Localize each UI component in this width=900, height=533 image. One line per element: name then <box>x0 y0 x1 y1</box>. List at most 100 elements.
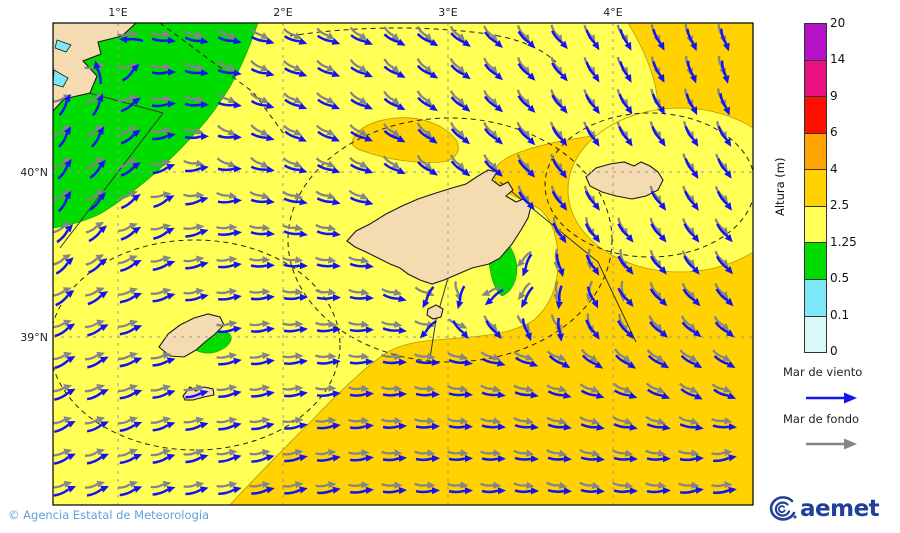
swell-arrow <box>516 121 531 139</box>
wind-arrow <box>551 62 568 82</box>
wind-arrow <box>152 132 176 141</box>
colorbar-title: Altura (m) <box>773 157 787 217</box>
wind-arrow <box>184 101 209 109</box>
wind-arrow <box>90 126 105 148</box>
wind-arrow <box>716 223 733 243</box>
wind-arrow <box>350 130 373 142</box>
wind-arrow <box>54 356 76 370</box>
swell-arrow <box>150 480 172 489</box>
swell-arrow <box>250 60 269 72</box>
wind-arrow <box>382 326 407 334</box>
swell-arrow <box>447 352 469 361</box>
swell-arrow <box>383 26 400 42</box>
wind-arrow <box>580 423 605 431</box>
swell-arrow <box>414 449 436 457</box>
swell-arrow <box>250 27 269 40</box>
wind-arrow <box>683 223 700 243</box>
wind-arrow <box>585 29 600 51</box>
wind-arrow <box>514 455 539 463</box>
wind-arrow <box>450 160 471 177</box>
swell-arrow <box>382 155 401 170</box>
wind-arrow <box>551 190 568 211</box>
wind-arrow <box>383 33 406 46</box>
wind-arrow <box>87 356 109 369</box>
wind-arrow <box>522 253 533 277</box>
swell-arrow <box>480 384 502 393</box>
wind-arrow <box>91 93 104 117</box>
swell-arrow <box>250 92 270 104</box>
wind-arrow <box>415 390 440 398</box>
swell-arrow <box>513 449 535 457</box>
wind-arrow <box>217 197 242 205</box>
wind-arrow <box>618 126 633 147</box>
wind-arrow <box>617 223 634 243</box>
wind-arrow <box>619 29 632 51</box>
swell-arrow <box>645 382 666 394</box>
wind-arrow <box>349 486 374 494</box>
wind-arrow <box>382 390 407 398</box>
swell-arrow <box>282 157 303 168</box>
map-layers <box>53 23 753 505</box>
swell-arrow <box>315 416 337 424</box>
wind-arrow <box>547 423 572 431</box>
swell-arrow <box>348 449 370 457</box>
swell-arrow <box>349 26 368 41</box>
wind-arrow <box>283 35 308 45</box>
swell-arrow <box>315 448 337 456</box>
wind-arrow <box>119 453 143 465</box>
wind-arrow <box>650 190 667 211</box>
swell-arrow <box>282 320 304 328</box>
swell-arrow <box>316 59 335 72</box>
wind-arrow <box>547 390 572 399</box>
swell-arrow <box>513 417 535 425</box>
swell-arrow <box>315 288 337 296</box>
wind-arrow <box>152 292 176 303</box>
wind-arrow <box>152 486 176 496</box>
swell-arrow <box>516 89 531 107</box>
colorbar-cell <box>805 133 826 171</box>
zone-ellipse-ibiza <box>53 239 341 451</box>
swell-arrow <box>117 94 139 102</box>
swell-arrow <box>84 319 105 329</box>
wind-arrow <box>217 293 242 301</box>
wind-arrow <box>448 487 473 495</box>
wind-arrow <box>551 30 568 50</box>
swell-arrow <box>447 481 469 489</box>
swell-arrow <box>315 124 336 136</box>
wind-arrow <box>514 391 539 399</box>
swell-arrow <box>117 384 139 393</box>
swell-arrow <box>711 417 733 425</box>
wind-arrow <box>317 130 340 142</box>
swell-arrow <box>282 448 304 456</box>
wind-arrow <box>53 453 76 465</box>
swell-arrow <box>249 256 271 264</box>
island-menorca <box>585 161 664 200</box>
wind-arrow <box>120 226 142 241</box>
colorbar-tick-label: 6 <box>830 125 838 140</box>
wind-arrow <box>251 454 275 463</box>
swell-arrow <box>216 352 238 360</box>
swell-arrow <box>150 30 172 38</box>
island-cabrera <box>426 304 444 320</box>
land-iberian-coast <box>53 23 137 112</box>
wind-arrow <box>712 423 737 431</box>
wind-arrow <box>682 288 701 307</box>
swell-arrow <box>678 449 700 457</box>
wind-arrow <box>719 93 730 116</box>
swell-arrow <box>678 382 699 393</box>
wind-arrow <box>89 192 106 211</box>
swell-arrow <box>381 384 403 392</box>
wind-arrow <box>217 325 242 334</box>
wind-arrow <box>120 162 141 177</box>
swell-arrow <box>249 481 271 489</box>
wind-arrow <box>218 422 242 431</box>
x-axis-tick-label: 3°E <box>438 6 457 19</box>
wind-arrow <box>613 455 638 463</box>
wind-arrow <box>484 160 503 177</box>
swell-arrow <box>645 415 666 425</box>
wind-arrow <box>250 261 275 269</box>
wind-arrow <box>383 65 406 78</box>
wind-arrow <box>217 133 242 141</box>
wind-arrow <box>217 165 242 173</box>
swell-arrow <box>118 126 138 136</box>
